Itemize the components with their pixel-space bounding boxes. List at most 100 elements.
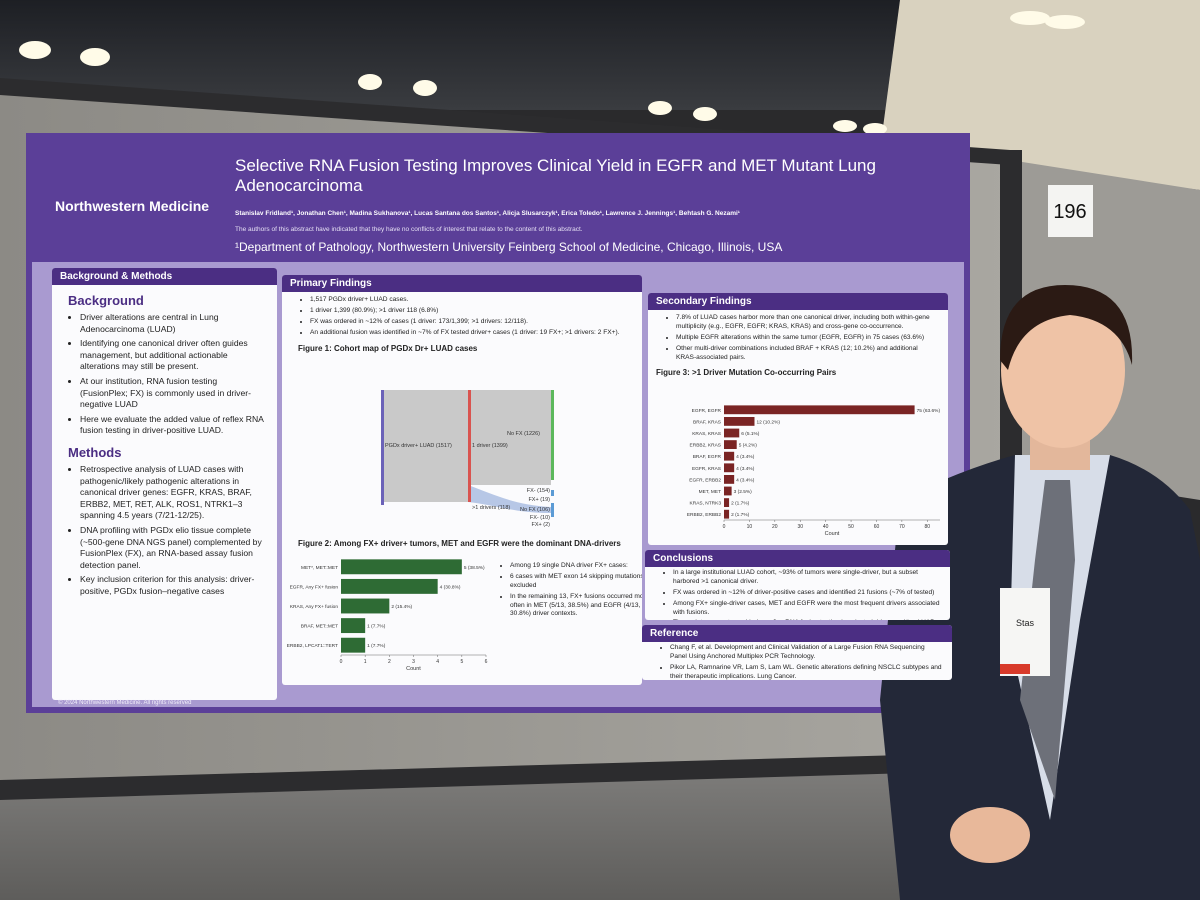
y-tick-label: KRAS, NTRK3 bbox=[690, 501, 722, 507]
x-tick-label: 0 bbox=[723, 524, 726, 530]
hair bbox=[1000, 285, 1133, 370]
poster-title: Selective RNA Fusion Testing Improves Cl… bbox=[235, 156, 876, 195]
primary-list: 1,517 PGDx driver+ LUAD cases. 1 driver 1… bbox=[282, 296, 642, 338]
list-item: 6 cases with MET exon 14 skipping mutati… bbox=[510, 573, 642, 591]
poster-footer: © 2024 Northwestern Medicine. All rights… bbox=[58, 700, 192, 706]
sankey-node bbox=[551, 490, 554, 496]
figure-title: Figure 1: Cohort map of PGDx Dr+ LUAD ca… bbox=[298, 343, 478, 353]
x-tick-label: 5 bbox=[460, 659, 463, 665]
sankey-flow bbox=[471, 390, 551, 485]
x-tick-label: 2 bbox=[388, 659, 391, 665]
y-tick-label: ERBB2, ERBB2 bbox=[687, 512, 721, 518]
list-item: 1,517 PGDx driver+ LUAD cases. bbox=[310, 296, 632, 305]
bar bbox=[341, 598, 390, 614]
x-tick-label: 1 bbox=[364, 659, 367, 665]
hands bbox=[950, 807, 1030, 863]
sankey-label: >1 drivers (118) bbox=[472, 505, 510, 511]
reference-list: Chang F, et al. Development and Clinical… bbox=[642, 644, 952, 680]
list-item: Chang F, et al. Development and Clinical… bbox=[670, 644, 942, 662]
figure-3-chart: 0 10 20 30 40 50 60 70 80 Count EGFR, EGFR 75 (63.6… bbox=[687, 405, 941, 537]
list-item: Retrospective analysis of LUAD cases wit… bbox=[80, 464, 267, 522]
value-label: 1 (7.7%) bbox=[367, 643, 386, 649]
list-item: 1 driver 1,399 (80.9%); >1 driver 118 (6… bbox=[310, 307, 632, 316]
figure-title: Figure 3: >1 Driver Mutation Co-occurrin… bbox=[656, 368, 837, 378]
y-tick-label: EGFR, Any FX+ fusion bbox=[290, 584, 339, 590]
sankey-node bbox=[551, 390, 554, 480]
x-tick-label: 70 bbox=[899, 524, 905, 530]
value-label: 6 (5.1%) bbox=[741, 431, 760, 437]
bar bbox=[724, 440, 737, 450]
list-item: In the remaining 13, FX+ fusions occurre… bbox=[510, 593, 642, 620]
bar bbox=[724, 509, 730, 519]
x-tick-label: 30 bbox=[797, 524, 803, 530]
sankey-node bbox=[468, 390, 471, 502]
sankey-label: FX+ (2) bbox=[532, 522, 551, 528]
badge bbox=[1000, 588, 1050, 676]
bar bbox=[341, 578, 438, 594]
value-label: 2 (1.7%) bbox=[731, 501, 750, 507]
y-tick-label: ERBB2, KRAS bbox=[690, 443, 721, 449]
list-item: These data support considering reflex RN… bbox=[673, 619, 940, 620]
value-label: 2 (1.7%) bbox=[731, 512, 750, 518]
list-item: Here we evaluate the added value of refl… bbox=[80, 414, 267, 437]
secondary-findings-panel: Secondary Findings 7.8% of LUAD cases ha… bbox=[648, 293, 948, 545]
bar bbox=[341, 618, 366, 634]
list-item: 7.8% of LUAD cases harbor more than one … bbox=[676, 314, 938, 332]
list-item: FX was ordered in ~12% of cases (1 drive… bbox=[310, 318, 632, 327]
y-tick-label: EGFR, ERBB2 bbox=[689, 477, 721, 483]
badge-ribbon bbox=[1000, 664, 1030, 674]
face bbox=[1001, 292, 1125, 448]
value-label: 2 (15.4%) bbox=[391, 604, 412, 610]
list-item: Pikor LA, Ramnarine VR, Lam S, Lam WL. G… bbox=[670, 664, 942, 680]
list-item: At our institution, RNA fusion testing (… bbox=[80, 376, 267, 411]
x-tick-label: 60 bbox=[874, 524, 880, 530]
badge-name: Stas bbox=[1016, 618, 1035, 628]
panel-heading: Reference bbox=[642, 625, 952, 642]
sankey-label: FX- (10) bbox=[530, 515, 550, 521]
y-tick-label: KRAS, KRAS bbox=[692, 431, 721, 437]
bar bbox=[724, 463, 735, 473]
sankey-label: FX+ (19) bbox=[528, 497, 550, 503]
x-tick-label: 20 bbox=[772, 524, 778, 530]
sankey-label: FX- (154) bbox=[527, 488, 550, 494]
panel-heading: Conclusions bbox=[645, 550, 950, 567]
x-tick-label: 0 bbox=[340, 659, 343, 665]
sankey-label: No FX (1226) bbox=[507, 431, 540, 437]
y-tick-label: KRAS, Any FX+ fusion bbox=[290, 604, 338, 610]
figure-title: Figure 2: Among FX+ driver+ tumors, MET … bbox=[298, 539, 621, 548]
x-axis-label: Count bbox=[825, 531, 840, 537]
list-item: FX was ordered in ~12% of driver-positiv… bbox=[673, 589, 940, 598]
y-tick-label: MET*, MET::MET bbox=[301, 565, 338, 571]
list-item: DNA profiling with PGDx elio tissue comp… bbox=[80, 525, 267, 571]
section-title: Background bbox=[68, 293, 144, 308]
ceiling-lights bbox=[19, 11, 1085, 135]
sankey-flow bbox=[383, 390, 468, 502]
x-tick-label: 50 bbox=[848, 524, 854, 530]
bar bbox=[724, 416, 755, 426]
affiliation: ¹Department of Pathology, Northwestern U… bbox=[235, 240, 783, 254]
booth-number: 196 bbox=[1053, 201, 1086, 223]
value-label: 1 (7.7%) bbox=[367, 624, 386, 630]
booth-card bbox=[1048, 185, 1093, 237]
list-item: Other multi-driver combinations included… bbox=[676, 345, 938, 363]
disclosure: The authors of this abstract have indica… bbox=[235, 226, 583, 233]
value-label: 4 (3.4%) bbox=[736, 466, 755, 472]
list-item: Among 19 single DNA driver FX+ cases: bbox=[510, 562, 642, 571]
authors: Stanislav Fridland¹, Jonathan Chen¹, Mad… bbox=[235, 210, 740, 217]
list-item: Key inclusion criterion for this analysi… bbox=[80, 574, 267, 597]
logo: Northwestern Medicine bbox=[55, 198, 210, 214]
value-label: 3 (2.5%) bbox=[734, 489, 753, 495]
value-label: 4 (3.4%) bbox=[736, 477, 755, 483]
secondary-list: 7.8% of LUAD cases harbor more than one … bbox=[648, 314, 948, 362]
x-tick-label: 40 bbox=[823, 524, 829, 530]
sankey-flow bbox=[468, 485, 551, 513]
value-label: 75 (63.6%) bbox=[917, 408, 941, 414]
cohort-map: PGDx driver+ LUAD (1517) 1 driver (1399) N… bbox=[381, 390, 554, 528]
panel-heading: Primary Findings bbox=[282, 275, 642, 292]
list-item: Driver alterations are central in Lung A… bbox=[80, 312, 267, 335]
value-label: 4 (30.8%) bbox=[440, 584, 461, 590]
figure-notes: Among 19 single DNA driver FX+ cases: 6 c… bbox=[482, 560, 642, 621]
bar bbox=[724, 451, 735, 461]
panel-heading: Secondary Findings bbox=[648, 293, 948, 310]
